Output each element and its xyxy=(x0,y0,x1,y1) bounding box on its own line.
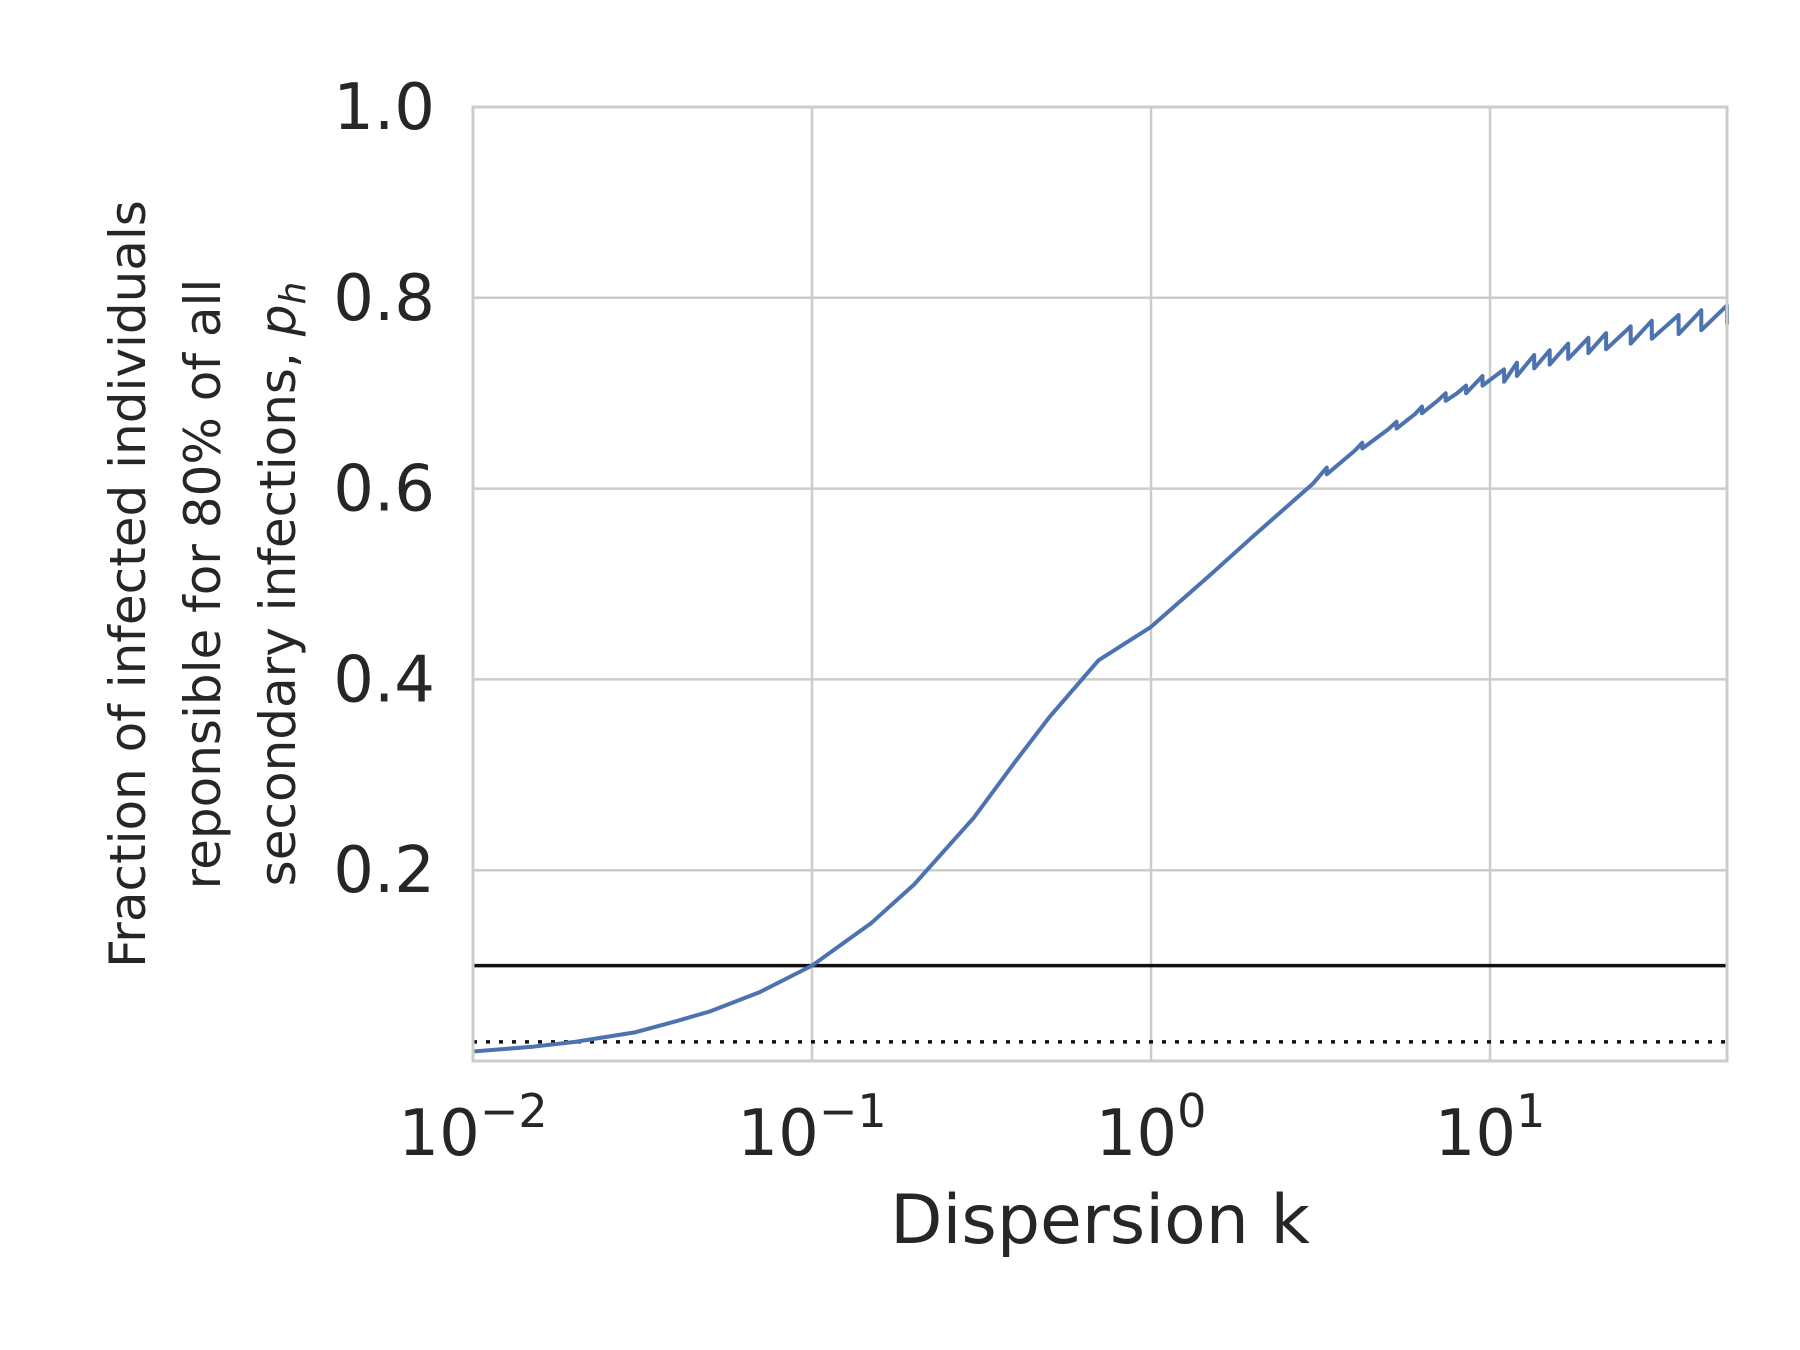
plot-background xyxy=(473,107,1727,1061)
series-lines xyxy=(472,303,1729,1054)
y-tick-labels: 0.2 0.4 0.6 0.8 1.0 xyxy=(333,71,435,908)
y-axis-label-line: secondary infections, ph xyxy=(249,282,314,887)
x-axis-label: Dispersion k xyxy=(890,1181,1310,1260)
x-tick-label: 100 xyxy=(1096,1084,1207,1171)
x-tick-label: 101 xyxy=(1435,1084,1546,1171)
y-tick-label: 1.0 xyxy=(333,71,435,145)
x-tick-label: 10−1 xyxy=(737,1084,886,1171)
y-tick-label: 0.2 xyxy=(333,834,435,908)
series-line xyxy=(472,303,1729,1054)
y-tick-label: 0.6 xyxy=(333,453,435,527)
reference-lines xyxy=(473,963,1727,1044)
y-axis-label-line: Fraction of infected individuals xyxy=(99,200,157,968)
x-tick-label: 10−2 xyxy=(398,1084,547,1171)
y-tick-label: 0.8 xyxy=(333,262,435,336)
y-tick-label: 0.4 xyxy=(333,643,435,717)
y-axis-label-line: reponsible for 80% of all xyxy=(174,279,232,890)
x-tick-labels: 10−2 10−1 100 101 xyxy=(398,1084,1545,1171)
y-axis-label: Fraction of infected individuals reponsib… xyxy=(99,200,314,968)
plot-frame xyxy=(471,105,1729,1063)
